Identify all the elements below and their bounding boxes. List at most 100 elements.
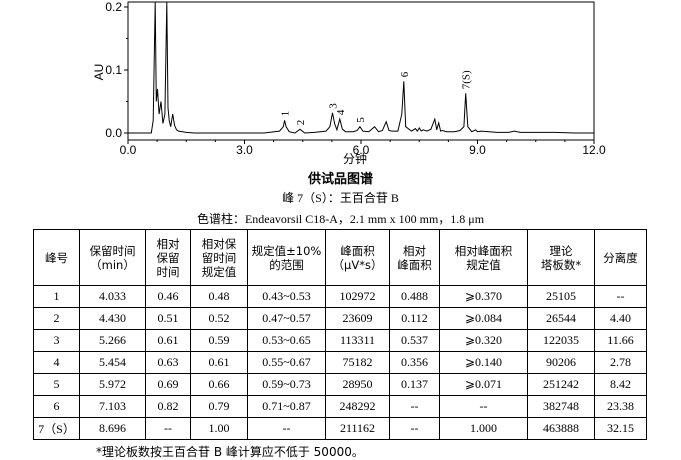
table-cell: 463888	[527, 417, 595, 440]
chromatogram-trace	[128, 1, 594, 134]
table-cell: 2.78	[594, 351, 647, 374]
table-cell: 0.52	[190, 307, 248, 330]
table-cell: 4.033	[79, 285, 146, 308]
table-row: 3 5.266 0.61 0.59 0.53~0.65 113311 0.537 ⩾0.320…	[33, 329, 647, 352]
table-cell: 102972	[325, 285, 390, 308]
table-cell: 0.537	[389, 329, 440, 352]
column-caption: 色谱柱：Endeavorsil C18-A，2.1 mm x 100 mm，1.…	[196, 212, 485, 226]
table-cell: --	[594, 285, 647, 308]
table-cell: 90206	[527, 351, 595, 374]
column-header-line: 分离度	[603, 250, 638, 265]
x-tick-label: 9.0	[469, 143, 486, 157]
table-cell: 28950	[325, 373, 390, 396]
x-tick-label: 6.0	[353, 143, 370, 157]
peak-table: 峰号 保留时间 （min） 相对 保留 时间 相对保 留时间 规定值 规定值±10% 的范围 峰面积（…	[33, 229, 647, 440]
x-axis-label: 分钟	[343, 151, 367, 166]
chromatogram-title: 供试品图谱	[307, 172, 373, 187]
x-tick-label: 3.0	[236, 143, 253, 157]
table-cell: 0.112	[389, 307, 440, 330]
table-cell: 0.51	[145, 307, 191, 330]
column-header-line: 时间	[156, 264, 180, 279]
column-header: 相对峰面积 规定值	[439, 229, 528, 286]
table-cell: 1.000	[439, 417, 528, 440]
table-cell: 5.454	[79, 351, 146, 374]
table-cell: 26544	[527, 307, 595, 330]
table-cell: 0.488	[389, 285, 440, 308]
table-cell: 0.59~0.73	[247, 373, 326, 396]
table-cell: 211162	[325, 417, 390, 440]
table-cell: 251242	[527, 373, 595, 396]
column-header: 相对 保留 时间	[145, 229, 191, 286]
y-axis-label: AU	[92, 64, 106, 81]
table-row: 5 5.972 0.69 0.66 0.59~0.73 28950 0.137 ⩾0.071 2…	[33, 373, 647, 396]
column-header: 峰面积 （μV*s）	[325, 229, 390, 286]
column-header: 峰号	[33, 229, 80, 286]
peak-label: 4	[335, 109, 347, 115]
column-header-line: 保留	[156, 250, 180, 265]
table-cell: 4	[33, 351, 80, 374]
table-cell: 4.430	[79, 307, 146, 330]
table-cell: 248292	[325, 395, 390, 418]
table-cell: ⩾0.370	[439, 285, 528, 308]
column-header-line: 相对峰面积	[454, 243, 513, 258]
table-cell: 0.69	[145, 373, 191, 396]
reference-peak-caption: 峰 7（S）：王百合苷 B	[282, 191, 399, 205]
table-cell: 5.972	[79, 373, 146, 396]
table-cell: 32.15	[594, 417, 647, 440]
table-cell: 1.00	[190, 417, 248, 440]
column-header-line: 保留时间	[89, 243, 136, 258]
table-cell: --	[389, 417, 440, 440]
table-cell: 5	[33, 373, 80, 396]
y-tick-label: 0.0	[105, 126, 122, 140]
column-header-line: 规定值	[201, 264, 237, 279]
column-header-line: 理论	[549, 243, 573, 258]
table-row: 7（S） 8.696 -- 1.00 -- 211162 -- 1.000 463888 32.1…	[33, 417, 647, 440]
x-tick-label: 12.0	[582, 143, 606, 157]
table-cell: 0.66	[190, 373, 248, 396]
table-row: 2 4.430 0.51 0.52 0.47~0.57 23609 0.112 ⩾0.084 2…	[33, 307, 647, 330]
table-cell: 2	[33, 307, 80, 330]
table-cell: 0.71~0.87	[247, 395, 326, 418]
table-header-row: 峰号 保留时间 （min） 相对 保留 时间 相对保 留时间 规定值 规定值±10% 的范围 峰面积（…	[33, 229, 647, 286]
table-cell: 0.43~0.53	[247, 285, 326, 308]
y-tick-label: 0.1	[105, 63, 122, 77]
table-cell: 8.42	[594, 373, 647, 396]
table-cell: 75182	[325, 351, 390, 374]
table-cell: 3	[33, 329, 80, 352]
table-row: 4 5.454 0.63 0.61 0.55~0.67 75182 0.356 ⩾0.140 9…	[33, 351, 647, 374]
table-cell: 0.79	[190, 395, 248, 418]
table-cell: --	[247, 417, 326, 440]
table-cell: ⩾0.320	[439, 329, 528, 352]
table-cell: 7.103	[79, 395, 146, 418]
table-cell: 4.40	[594, 307, 647, 330]
column-header-line: 留时间	[201, 250, 237, 265]
column-header-line: 相对保	[201, 236, 237, 251]
table-cell: 0.46	[145, 285, 191, 308]
column-header: 保留时间 （min）	[79, 229, 146, 286]
table-cell: 0.47~0.57	[247, 307, 326, 330]
table-cell: 0.61	[190, 351, 248, 374]
table-cell: --	[145, 417, 191, 440]
column-header-line: 峰面积	[340, 243, 375, 258]
table-cell: 0.48	[190, 285, 248, 308]
table-cell: 7（S）	[33, 417, 80, 440]
column-header-line: 的范围	[269, 257, 304, 272]
table-cell: 0.53~0.65	[247, 329, 326, 352]
peak-label: 3	[328, 103, 340, 109]
table-cell: 11.66	[594, 329, 647, 352]
table-cell: 0.137	[389, 373, 440, 396]
column-header: 相对保 留时间 规定值	[190, 229, 248, 286]
peak-label: 2	[295, 120, 307, 126]
table-cell: 1	[33, 285, 80, 308]
table-cell: 0.61	[145, 329, 191, 352]
table-cell: 0.55~0.67	[247, 351, 326, 374]
column-header-line: （μV*s）	[332, 257, 383, 272]
column-header: 理论 塔板数*	[527, 229, 595, 286]
column-header-line: （min）	[90, 257, 135, 272]
table-cell: 6	[33, 395, 80, 418]
peak-label: 5	[355, 117, 367, 123]
column-header-line: 相对	[156, 236, 180, 251]
column-header-line: 规定值	[466, 257, 501, 272]
column-header: 分离度	[594, 229, 647, 286]
